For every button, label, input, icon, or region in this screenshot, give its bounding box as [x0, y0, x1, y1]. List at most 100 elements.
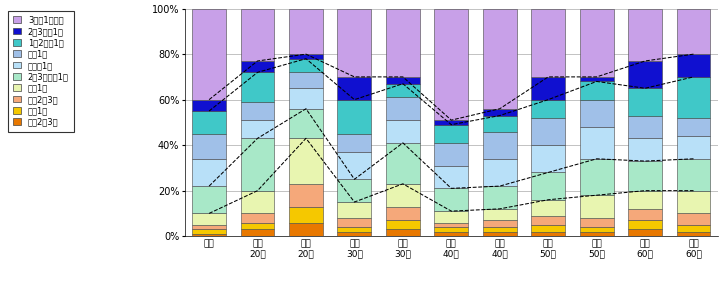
Bar [580, 159, 613, 195]
Bar [289, 88, 323, 109]
Bar [241, 213, 275, 223]
Bar [192, 234, 226, 236]
Bar [192, 186, 226, 213]
Bar [192, 225, 226, 229]
Bar [386, 220, 420, 229]
Bar [531, 216, 566, 225]
Bar [628, 9, 662, 61]
Bar [676, 54, 710, 77]
Bar [289, 72, 323, 88]
Bar [676, 232, 710, 236]
Bar [676, 213, 710, 225]
Bar [483, 115, 517, 132]
Bar [628, 61, 662, 88]
Bar [483, 132, 517, 159]
Bar [434, 166, 468, 188]
Bar [434, 223, 468, 227]
Bar [386, 77, 420, 84]
Bar [386, 184, 420, 206]
Bar [434, 125, 468, 143]
Bar [628, 191, 662, 209]
Bar [531, 173, 566, 200]
Bar [531, 77, 566, 100]
Bar [580, 9, 613, 77]
Bar [628, 209, 662, 220]
Bar [337, 9, 371, 77]
Bar [337, 77, 371, 100]
Bar [483, 159, 517, 186]
Bar [241, 102, 275, 120]
Bar [289, 54, 323, 59]
Bar [676, 77, 710, 118]
Bar [531, 100, 566, 118]
Bar [386, 120, 420, 143]
Bar [337, 179, 371, 202]
Bar [434, 143, 468, 166]
Bar [241, 120, 275, 138]
Bar [676, 191, 710, 213]
Bar [386, 84, 420, 97]
Bar [580, 195, 613, 218]
Bar [483, 227, 517, 232]
Bar [337, 100, 371, 134]
Bar [676, 225, 710, 232]
Bar [531, 200, 566, 216]
Bar [580, 218, 613, 227]
Bar [676, 159, 710, 191]
Bar [337, 232, 371, 236]
Bar [241, 9, 275, 61]
Bar [289, 59, 323, 72]
Bar [289, 9, 323, 54]
Bar [386, 9, 420, 77]
Bar [434, 211, 468, 223]
Bar [483, 232, 517, 236]
Bar [241, 229, 275, 236]
Bar [580, 227, 613, 232]
Bar [337, 227, 371, 232]
Bar [289, 206, 323, 223]
Bar [628, 229, 662, 236]
Bar [676, 136, 710, 159]
Bar [289, 138, 323, 184]
Bar [192, 100, 226, 111]
Bar [580, 77, 613, 82]
Bar [580, 82, 613, 100]
Legend: 3年に1回未満, 2～3年に1回, 1～2年に1回, 年に1回, 半年に1回, 2～3カ月に1回, 月に1回, 月に2～3回, 週に1回, 週に2～3回: 3年に1回未満, 2～3年に1回, 1～2年に1回, 年に1回, 半年に1回, … [8, 11, 74, 132]
Bar [192, 134, 226, 159]
Bar [483, 9, 517, 109]
Bar [192, 9, 226, 100]
Bar [386, 97, 420, 120]
Bar [434, 227, 468, 232]
Bar [483, 186, 517, 209]
Bar [289, 223, 323, 236]
Bar [580, 232, 613, 236]
Bar [531, 9, 566, 77]
Bar [483, 209, 517, 220]
Bar [531, 232, 566, 236]
Bar [192, 229, 226, 234]
Bar [628, 220, 662, 229]
Bar [386, 206, 420, 220]
Bar [289, 184, 323, 206]
Bar [434, 188, 468, 211]
Bar [337, 202, 371, 218]
Bar [337, 152, 371, 179]
Bar [192, 111, 226, 134]
Bar [531, 118, 566, 145]
Bar [483, 220, 517, 227]
Bar [386, 229, 420, 236]
Bar [531, 225, 566, 232]
Bar [676, 118, 710, 136]
Bar [434, 9, 468, 120]
Bar [337, 218, 371, 227]
Bar [386, 143, 420, 184]
Bar [580, 100, 613, 127]
Bar [580, 127, 613, 159]
Bar [628, 115, 662, 138]
Bar [628, 88, 662, 115]
Bar [241, 72, 275, 102]
Bar [628, 161, 662, 191]
Bar [241, 138, 275, 191]
Bar [192, 159, 226, 186]
Bar [434, 232, 468, 236]
